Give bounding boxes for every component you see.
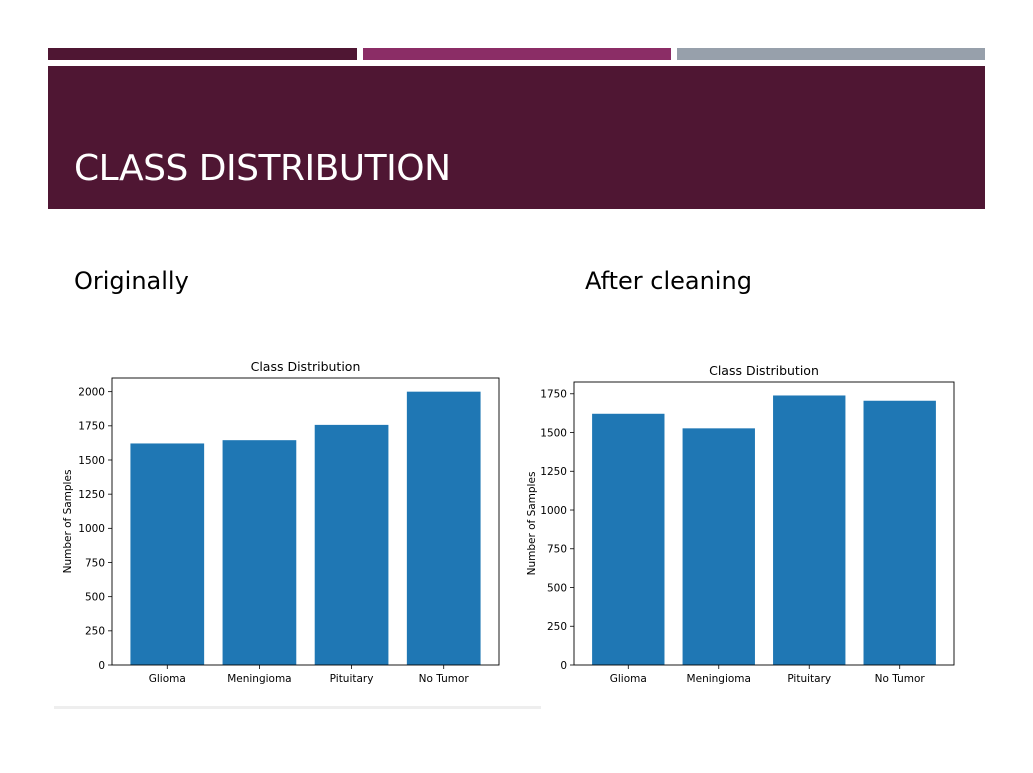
plot-frame [573, 381, 955, 666]
y-tick-label: 1500 [540, 427, 567, 439]
y-tick-label: 250 [85, 626, 105, 638]
y-axis-label: Number of Samples [526, 472, 538, 576]
y-tick-label: 1000 [78, 523, 105, 535]
y-axis-label: Number of Samples [62, 470, 74, 574]
x-tick-label: No Tumor [875, 673, 926, 685]
chart-title: Class Distribution [709, 363, 819, 378]
chart-cleaned: Class Distribution Glioma Meningioma Pituit… [518, 356, 965, 692]
bar-meningioma [682, 428, 755, 665]
chart-original-svg: Class Distribution Glioma Meningioma Pituit… [62, 359, 500, 685]
chart-title: Class Distribution [251, 359, 361, 374]
y-tick-label: 1750 [540, 389, 567, 401]
x-tick-label: Meningioma [687, 673, 751, 685]
right-column-heading: After cleaning [585, 267, 752, 295]
title-bar: CLASS DISTRIBUTION [48, 66, 985, 209]
slide-title: CLASS DISTRIBUTION [74, 148, 451, 189]
x-tick-label: Glioma [149, 673, 186, 685]
bar-no-tumor [863, 400, 936, 665]
y-tick-label: 1750 [78, 421, 105, 433]
y-tick-label: 0 [560, 660, 567, 672]
plot-frame [111, 377, 500, 666]
x-tick-label: Glioma [610, 673, 647, 685]
x-tick-label: No Tumor [419, 673, 470, 685]
bar-pituitary [314, 424, 389, 665]
bar-glioma [130, 443, 205, 665]
y-tick-label: 1500 [78, 455, 105, 467]
accent-stripe-3 [677, 48, 985, 60]
y-tick-label: 250 [547, 621, 567, 633]
x-tick-label: Meningioma [227, 673, 291, 685]
left-column-heading: Originally [74, 267, 189, 295]
y-tick-label: 750 [85, 557, 105, 569]
bar-no-tumor [406, 391, 481, 665]
chart-cleaned-svg: Class Distribution Glioma Meningioma Pituit… [526, 363, 955, 685]
y-tick-label: 2000 [78, 386, 105, 398]
accent-stripe-1 [48, 48, 357, 60]
bar-pituitary [773, 395, 846, 665]
y-tick-label: 1250 [78, 489, 105, 501]
y-tick-label: 1250 [540, 466, 567, 478]
y-tick-label: 750 [547, 544, 567, 556]
chart-original: Class Distribution Glioma Meningioma Pituit… [54, 352, 541, 688]
accent-stripe-2 [363, 48, 671, 60]
y-tick-label: 500 [547, 582, 567, 594]
y-tick-label: 0 [98, 660, 105, 672]
x-tick-label: Pituitary [330, 673, 374, 685]
x-tick-label: Pituitary [787, 673, 831, 685]
bar-meningioma [222, 440, 297, 665]
chart-shadow [54, 706, 541, 709]
bar-glioma [592, 413, 665, 665]
y-tick-label: 500 [85, 591, 105, 603]
y-tick-label: 1000 [540, 505, 567, 517]
